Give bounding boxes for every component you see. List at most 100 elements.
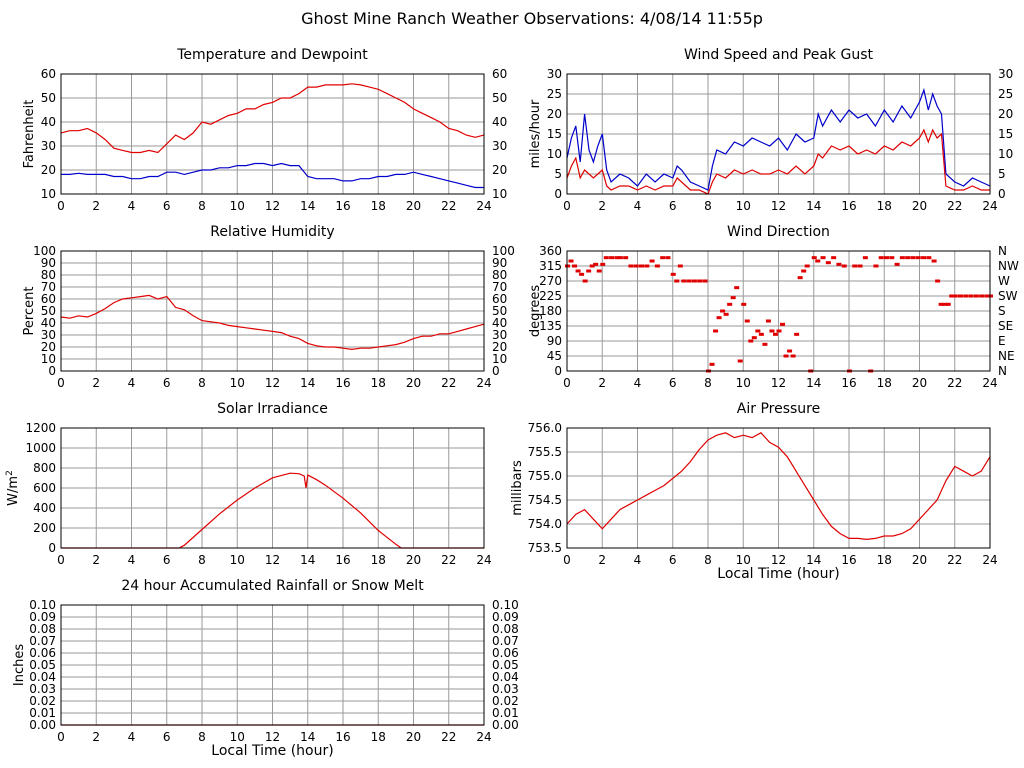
wind-direction-point (942, 302, 948, 306)
wind-direction-point (575, 269, 581, 273)
wind-direction-point (787, 349, 793, 353)
solar-ytick: 800 (33, 461, 56, 475)
wind-direction-right-tick: S (998, 304, 1006, 318)
pressure-xtick: 18 (877, 553, 892, 567)
rainfall-ytick: 0.03 (29, 682, 56, 696)
wind-direction-point (857, 264, 863, 268)
wind-direction-point (596, 269, 602, 273)
rainfall-ytick: 0.05 (29, 658, 56, 672)
rainfall-right-tick: 0.01 (492, 706, 519, 720)
wind-speed-xtick: 8 (704, 199, 712, 213)
wind-speed-ytick: 30 (547, 67, 562, 81)
temperature-xtick: 20 (406, 199, 421, 213)
wind-speed-xtick: 0 (563, 199, 571, 213)
rainfall-ytick: 0.09 (29, 610, 56, 624)
solar-ytick: 200 (33, 521, 56, 535)
wind-direction-point (755, 329, 761, 333)
wind-direction-point (716, 316, 722, 320)
solar-xtick: 8 (198, 553, 206, 567)
wind-direction-point (873, 264, 879, 268)
rainfall-ytick: 0.04 (29, 670, 56, 684)
temperature-xtick: 4 (128, 199, 136, 213)
solar-xtick: 24 (476, 553, 491, 567)
wind-direction-point (921, 256, 927, 260)
wind-direction-xtick: 16 (841, 376, 856, 390)
solar-plot-frame (60, 427, 485, 549)
wind-direction-xtick: 10 (736, 376, 751, 390)
temperature-ytick: 50 (41, 91, 56, 105)
wind-speed-ytick: 5 (554, 167, 562, 181)
humidity-right-tick: 40 (492, 316, 507, 330)
solar-ytick: 400 (33, 501, 56, 515)
pressure-xtick: 16 (841, 553, 856, 567)
wind-direction-point (609, 256, 615, 260)
wind-direction-point (831, 256, 837, 260)
wind-direction-point (737, 359, 743, 363)
wind-direction-xtick: 12 (771, 376, 786, 390)
wind-speed-xtick: 14 (806, 199, 821, 213)
pressure-ylabel: millibars (510, 460, 525, 516)
wind-direction-point (644, 264, 650, 268)
wind-direction-point (572, 264, 578, 268)
wind-direction-point (926, 256, 932, 260)
solar-xtick: 12 (265, 553, 280, 567)
temperature-ytick: 40 (41, 115, 56, 129)
wind-direction-xtick: 0 (563, 376, 571, 390)
temperature-title: Temperature and Dewpoint (176, 47, 368, 63)
wind-direction-ytick: 180 (539, 304, 562, 318)
solar-ytick: 0 (48, 541, 56, 555)
pressure-ytick: 754.5 (528, 493, 562, 507)
wind-direction-point (780, 322, 786, 326)
wind-direction-point (691, 279, 697, 283)
wind-speed-ytick: 10 (547, 147, 562, 161)
wind-direction-xtick: 2 (598, 376, 606, 390)
wind-direction-right-tick: NW (998, 259, 1019, 273)
humidity-xtick: 10 (230, 376, 245, 390)
wind-speed-ytick: 15 (547, 127, 562, 141)
temperature-xtick: 2 (92, 199, 100, 213)
wind-direction-xtick: 6 (669, 376, 677, 390)
temperature-xtick: 8 (198, 199, 206, 213)
rainfall-right-tick: 0.09 (492, 610, 519, 624)
temperature-xtick: 6 (163, 199, 171, 213)
wind-direction-title: Wind Direction (727, 224, 830, 240)
solar-ytick: 1000 (25, 441, 56, 455)
rainfall-ytick: 0.06 (29, 646, 56, 660)
wind-speed-xtick: 18 (877, 199, 892, 213)
wind-direction-point (730, 296, 736, 300)
rainfall-xtick: 6 (163, 730, 171, 744)
rainfall-xtick: 20 (406, 730, 421, 744)
rainfall-xtick: 0 (57, 730, 65, 744)
humidity-ylabel: Percent (22, 287, 37, 336)
wind-speed-right-tick: 0 (998, 187, 1006, 201)
wind-direction-point (820, 256, 826, 260)
wind-direction-point (720, 309, 726, 313)
wind-direction-ytick: 225 (539, 289, 562, 303)
wind-direction-point (884, 256, 890, 260)
humidity-ytick: 40 (41, 316, 56, 330)
wind-direction-point (894, 262, 900, 266)
wind-direction-point (633, 264, 639, 268)
temperature-right-tick: 40 (492, 115, 507, 129)
humidity-ytick: 80 (41, 268, 56, 282)
wind-direction-point (769, 329, 775, 333)
wind-direction-point (670, 272, 676, 276)
wind-speed-xtick: 6 (669, 199, 677, 213)
wind-direction-point (765, 319, 771, 323)
temperature-xtick: 22 (441, 199, 456, 213)
wind-speed-right-tick: 5 (998, 167, 1006, 181)
rainfall-right-tick: 0.02 (492, 694, 519, 708)
temperature-ytick: 10 (41, 187, 56, 201)
humidity-ytick: 0 (48, 364, 56, 378)
temperature-xtick: 14 (300, 199, 315, 213)
rainfall-ytick: 0.07 (29, 634, 56, 648)
wind-direction-point (841, 264, 847, 268)
rainfall-plot-frame (60, 604, 485, 726)
wind-direction-ytick: 135 (539, 319, 562, 333)
wind-speed-ytick: 0 (554, 187, 562, 201)
humidity-right-tick: 80 (492, 268, 507, 282)
rainfall-right-tick: 0.05 (492, 658, 519, 672)
wind-direction-point (889, 256, 895, 260)
